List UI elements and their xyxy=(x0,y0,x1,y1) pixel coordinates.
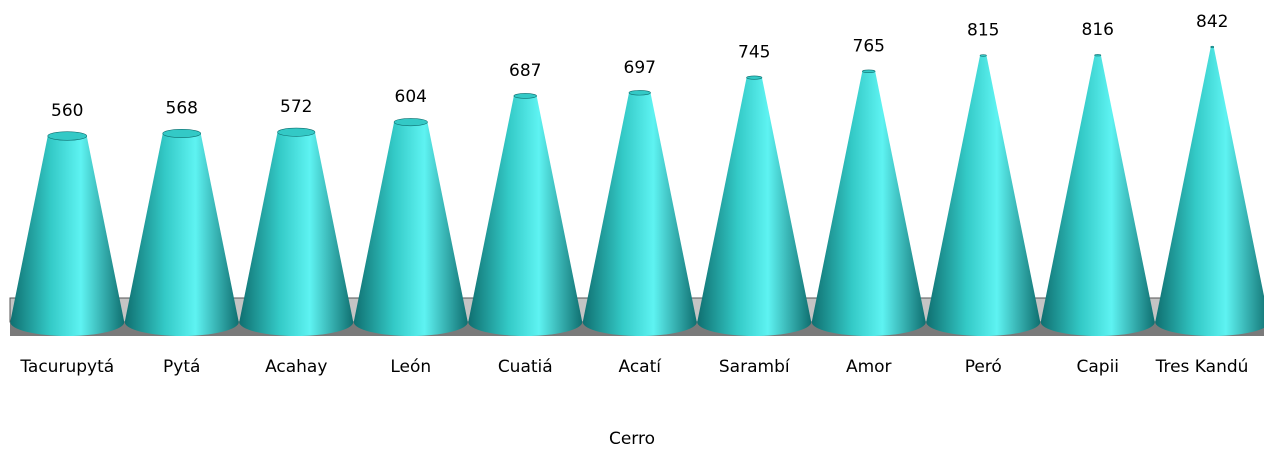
cone-top-cap xyxy=(979,54,987,57)
cone-body xyxy=(124,133,239,337)
x-tick-label: Capii xyxy=(1076,357,1119,377)
data-labels: 560 568 572 604 687 697 745 765 815 816 842 xyxy=(51,12,1228,121)
cone-body xyxy=(697,77,812,337)
data-label: 572 xyxy=(280,97,312,117)
data-label: 842 xyxy=(1196,12,1228,32)
x-tick-label: Cuatiá xyxy=(498,357,553,377)
cone-bar xyxy=(124,128,239,337)
cone-top-cap xyxy=(393,118,428,127)
cone-top-cap xyxy=(1094,54,1102,57)
cones xyxy=(10,45,1264,337)
cone-bar xyxy=(697,75,812,337)
cone-top-cap xyxy=(628,90,651,96)
x-axis-title: Cerro xyxy=(609,429,655,449)
cone-bar xyxy=(1155,45,1264,336)
cone-top-cap xyxy=(47,131,88,141)
cone-bar xyxy=(239,127,354,337)
data-label: 816 xyxy=(1082,20,1114,40)
data-label: 687 xyxy=(509,61,541,81)
cone-body xyxy=(10,136,125,337)
data-label: 765 xyxy=(853,36,885,56)
x-tick-label: Peró xyxy=(965,357,1002,377)
data-label: 697 xyxy=(624,58,656,78)
data-label: 745 xyxy=(738,43,770,63)
cone-bar xyxy=(10,131,125,337)
cone-bar xyxy=(582,90,697,337)
x-tick-label: Tacurupytá xyxy=(19,357,114,377)
cone-top-cap xyxy=(162,128,202,138)
x-tick-label: Tres Kandú xyxy=(1155,357,1249,377)
cone-bar xyxy=(468,93,583,337)
x-tick-label: Acatí xyxy=(619,357,663,377)
cone-body xyxy=(582,92,697,337)
cone-body xyxy=(239,132,354,337)
cone-top-cap xyxy=(277,127,316,137)
cone-top-cap xyxy=(513,93,537,99)
data-label: 604 xyxy=(395,87,427,107)
data-label: 560 xyxy=(51,101,83,121)
x-tick-label: Acahay xyxy=(265,357,327,377)
x-tick-label: León xyxy=(390,357,431,377)
cone-bar xyxy=(353,118,468,337)
cone-body xyxy=(811,71,926,337)
x-tick-label: Pytá xyxy=(163,357,200,377)
cone-bar xyxy=(1040,54,1155,337)
x-tick-label: Amor xyxy=(846,357,892,377)
cone-body xyxy=(1155,47,1264,336)
cone-top-cap xyxy=(862,69,876,74)
cone-bar xyxy=(926,54,1041,337)
cone-body xyxy=(468,95,583,337)
data-label: 815 xyxy=(967,21,999,41)
x-axis-tick-labels: Tacurupytá Pytá Acahay León Cuatiá Acatí Saram… xyxy=(19,357,1248,377)
cone-top-cap xyxy=(746,75,763,80)
cone-body xyxy=(1040,55,1155,337)
cone-body xyxy=(926,55,1041,337)
x-tick-label: Sarambí xyxy=(719,357,791,377)
data-label: 568 xyxy=(166,98,198,118)
cone-top-cap xyxy=(1210,45,1215,49)
cone-body xyxy=(353,122,468,337)
cone-bar xyxy=(811,69,926,337)
